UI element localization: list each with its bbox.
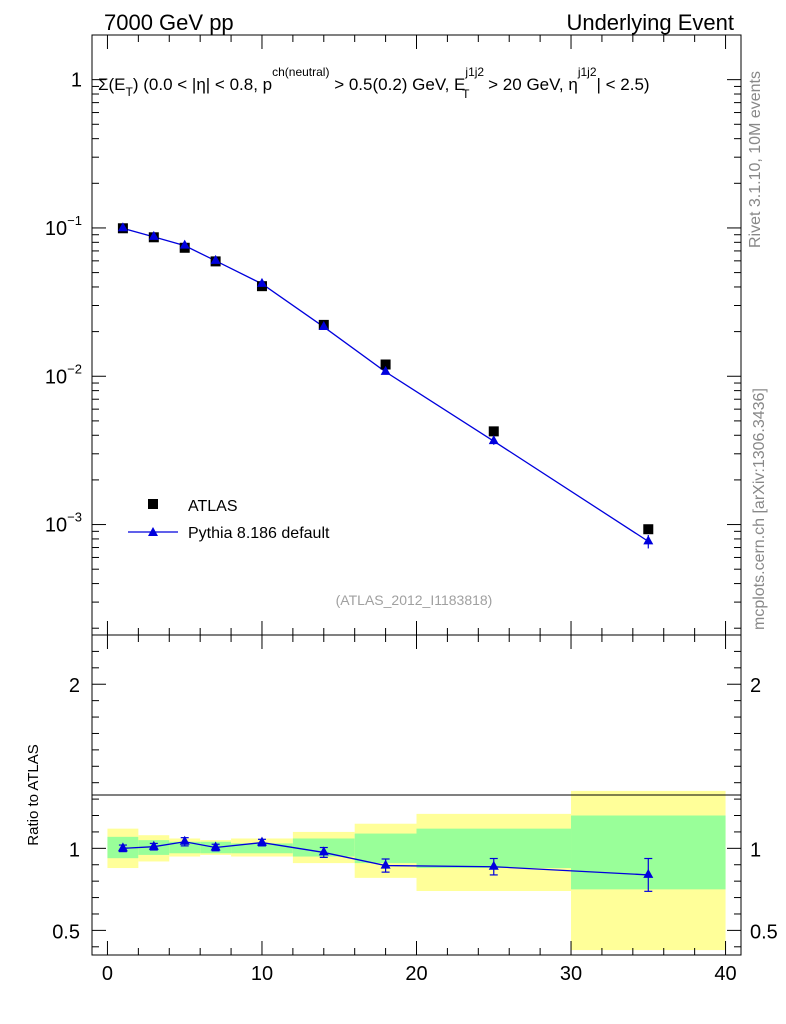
atlas-point [380, 359, 391, 370]
ratio-xtick-label: 0 [102, 963, 113, 985]
main-ytick-label: 10−1 [45, 213, 82, 240]
ratio-point [643, 868, 654, 878]
main-ytick-label: 10−3 [45, 510, 82, 537]
pythia-point [488, 435, 499, 445]
ratio-xtick-label: 40 [714, 963, 736, 985]
ratio-ytick-label-right: 0.5 [750, 921, 778, 943]
header-right: Underlying Event [566, 10, 734, 35]
main-ytick-label: 10−2 [45, 361, 82, 388]
pythia-point [117, 222, 128, 232]
ratio-ytick-label: 0.5 [52, 921, 80, 943]
pythia-point [256, 277, 267, 287]
ratio-panel: 0.5 0.51 12 20 10 20 30 40 Ratio to ATLAS [25, 634, 778, 985]
ratio-ytick-label-right: 2 [750, 675, 761, 697]
header-left: 7000 GeV pp [104, 10, 234, 35]
ratio-xtick-label: 30 [560, 963, 582, 985]
ratio-point [210, 841, 221, 851]
ratio-ytick-label: 2 [69, 675, 80, 697]
legend-atlas-marker [148, 499, 158, 509]
ratio-ytick-label-right: 1 [750, 839, 761, 861]
analysis-id: (ATLAS_2012_I1183818) [336, 592, 493, 608]
green-band [231, 843, 293, 854]
pythia-point [148, 230, 159, 240]
legend-pythia-marker [148, 527, 158, 536]
ratio-point [318, 846, 329, 856]
main-title: Σ(ET) (0.0 < |η| < 0.8, pch(neutral) > 0… [98, 65, 650, 101]
pythia-series-line [122, 227, 649, 542]
pythia-point [210, 254, 221, 264]
green-band [169, 841, 201, 854]
ratio-point [179, 835, 190, 845]
main-ytick-label: 1 [71, 70, 82, 92]
ratio-xtick-label: 10 [251, 963, 273, 985]
pythia-point [380, 365, 391, 375]
ratio-ytick-label: 1 [69, 839, 80, 861]
legend: ATLAS Pythia 8.186 default [128, 498, 330, 542]
main-frame [91, 34, 742, 636]
atlas-point [488, 426, 499, 437]
pythia-point [318, 320, 329, 330]
main-panel: 10−3 10−2 10−1 1 Σ(ET) (0.0 < |η| < 0.8, pc… [45, 34, 742, 636]
ratio-xtick-label: 20 [405, 963, 427, 985]
ratio-ylabel: Ratio to ATLAS [25, 744, 42, 845]
ratio-point [117, 842, 128, 852]
mcplots-label: mcplots.cern.ch [arXiv:1306.3436] [751, 388, 768, 630]
ratio-point [256, 836, 267, 846]
pythia-point [643, 535, 654, 545]
ratio-point [148, 840, 159, 850]
green-band [354, 833, 417, 864]
rivet-label: Rivet 3.1.10, 10M events [747, 71, 764, 248]
atlas-point [643, 524, 654, 535]
ratio-point [380, 859, 391, 869]
pythia-point [179, 239, 190, 249]
legend-pythia-label: Pythia 8.186 default [188, 525, 330, 542]
legend-atlas-label: ATLAS [188, 498, 238, 515]
ratio-point [488, 860, 499, 870]
